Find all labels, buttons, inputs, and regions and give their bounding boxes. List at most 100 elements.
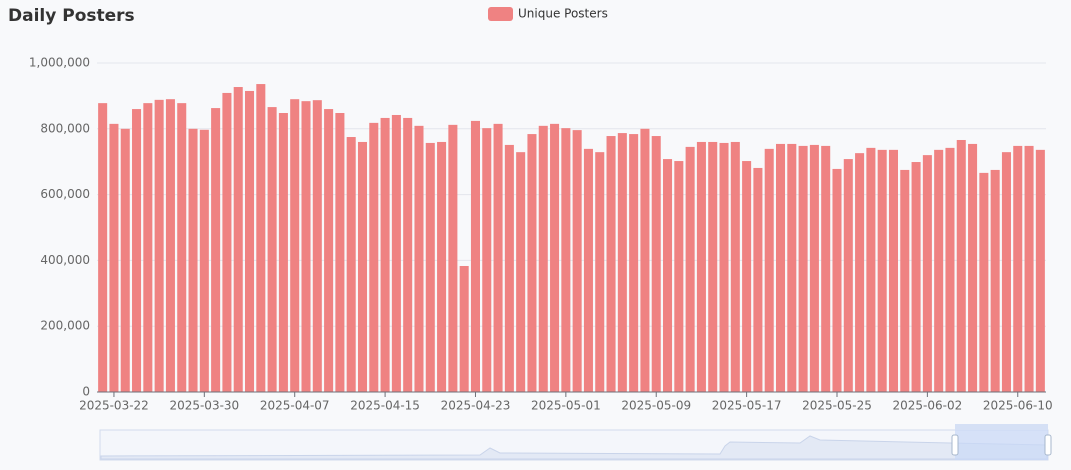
bar <box>256 84 266 392</box>
y-tick-label: 0 <box>82 385 90 399</box>
bar <box>324 109 334 392</box>
slider-handle[interactable] <box>1044 434 1052 456</box>
bar <box>312 100 322 392</box>
bar <box>527 134 537 392</box>
bar <box>267 107 277 392</box>
x-tick-label: 2025-04-23 <box>441 399 511 413</box>
bar <box>244 90 255 392</box>
bar <box>821 145 831 392</box>
bar <box>335 113 345 393</box>
bar <box>346 137 356 392</box>
x-tick-label: 2025-04-15 <box>350 399 420 413</box>
bar <box>154 99 164 393</box>
bar <box>787 143 797 392</box>
bar <box>1001 152 1011 392</box>
bar <box>391 114 401 393</box>
x-tick-label: 2025-03-22 <box>79 399 149 413</box>
bar <box>482 128 492 392</box>
bar <box>459 265 469 392</box>
bar <box>143 103 153 392</box>
bar <box>651 136 661 392</box>
bar <box>663 159 673 392</box>
bar <box>832 168 842 392</box>
bar <box>199 129 209 393</box>
bar <box>1024 145 1034 392</box>
bar <box>730 141 740 392</box>
bar <box>211 108 221 392</box>
bar <box>538 125 548 393</box>
bar <box>233 87 243 392</box>
bar <box>120 128 130 393</box>
bar <box>414 125 424 393</box>
bar <box>380 117 390 393</box>
bar <box>1035 149 1045 392</box>
bar <box>956 139 966 392</box>
chart-title: Daily Posters <box>8 6 135 26</box>
bar <box>900 169 910 392</box>
bar <box>222 92 232 393</box>
bar <box>753 167 763 392</box>
bar <box>968 143 978 392</box>
bar <box>764 148 774 392</box>
bar <box>742 161 752 392</box>
bar <box>922 155 932 392</box>
y-tick-label: 400,000 <box>40 253 90 267</box>
bar <box>798 145 808 392</box>
zoom-slider[interactable] <box>99 424 1052 461</box>
y-tick-label: 600,000 <box>40 187 90 201</box>
bar <box>278 113 288 393</box>
bar <box>719 142 729 392</box>
bar <box>979 172 989 392</box>
bar <box>188 128 198 393</box>
bar <box>177 103 187 392</box>
bar <box>911 162 921 392</box>
bar <box>674 161 684 392</box>
bar <box>504 144 514 392</box>
bar <box>290 99 300 392</box>
bar <box>640 128 650 393</box>
bar <box>855 153 865 392</box>
x-tick-label: 2025-06-02 <box>893 399 963 413</box>
bar <box>1013 145 1023 392</box>
bar <box>866 147 876 392</box>
bar <box>437 141 447 392</box>
bar <box>877 149 887 392</box>
bar <box>493 123 503 393</box>
x-tick-label: 2025-04-07 <box>260 399 330 413</box>
bar <box>606 136 616 392</box>
y-tick-label: 1,000,000 <box>29 56 90 70</box>
bar <box>470 120 480 393</box>
slider-window[interactable] <box>955 430 1048 460</box>
slider-handle-bar[interactable] <box>955 424 1048 430</box>
bar <box>301 101 311 392</box>
bar <box>403 117 413 393</box>
bar <box>617 133 627 392</box>
bar <box>165 99 175 392</box>
y-tick-label: 200,000 <box>40 319 90 333</box>
bar <box>357 141 368 392</box>
x-tick-label: 2025-06-10 <box>983 399 1053 413</box>
bar <box>516 152 526 392</box>
bar <box>425 142 435 392</box>
legend-swatch <box>488 7 513 21</box>
x-tick-label: 2025-05-25 <box>802 399 872 413</box>
bar <box>696 141 706 392</box>
bar <box>561 128 571 392</box>
x-tick-label: 2025-03-30 <box>169 399 239 413</box>
bar <box>629 134 639 392</box>
bar <box>934 149 944 392</box>
bar <box>572 130 582 392</box>
bar <box>685 146 695 392</box>
bar <box>809 144 819 392</box>
bar <box>708 141 718 392</box>
bar <box>369 122 379 393</box>
bar <box>595 152 605 392</box>
slider-handle[interactable] <box>951 434 959 456</box>
x-tick-label: 2025-05-17 <box>712 399 782 413</box>
legend-label: Unique Posters <box>518 7 608 21</box>
bar <box>109 123 119 393</box>
bar <box>843 159 853 392</box>
bar <box>888 149 899 392</box>
y-tick-label: 800,000 <box>40 121 90 135</box>
bar <box>583 148 593 392</box>
